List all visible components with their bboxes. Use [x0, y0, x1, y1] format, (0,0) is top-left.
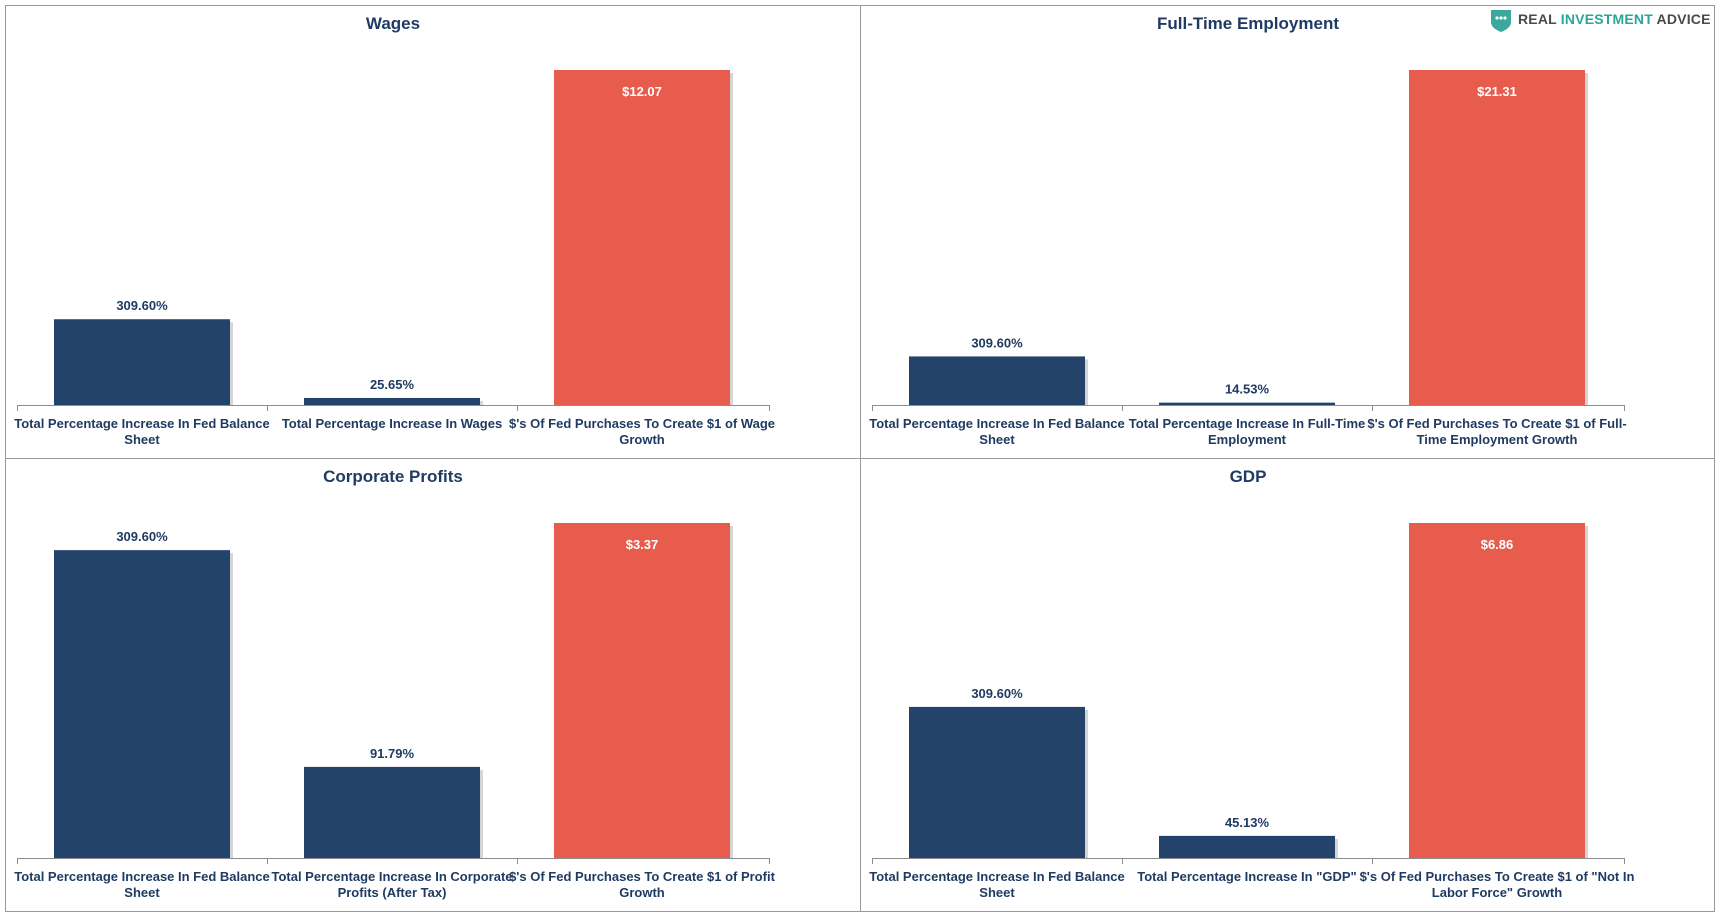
- data-label: $21.31: [1477, 84, 1517, 99]
- data-label: 91.79%: [370, 746, 415, 761]
- data-label: $12.07: [622, 84, 662, 99]
- data-label: 14.53%: [1225, 382, 1270, 397]
- category-label: Time Employment Growth: [1417, 432, 1578, 447]
- wages-svg: Wages 309.60% Total Percentage Increase In…: [14, 14, 775, 447]
- category-label: Labor Force" Growth: [1432, 885, 1562, 900]
- panel-divider-horizontal: [5, 458, 1715, 459]
- bar-ratio: [554, 70, 730, 405]
- category-label: Total Percentage Increase In Fed Balance: [869, 869, 1125, 884]
- category-label: Total Percentage Increase In Fed Balance: [14, 869, 270, 884]
- shield-chat-icon: [1491, 10, 1511, 32]
- chart-title: Full-Time Employment: [1157, 14, 1339, 33]
- bar-percent: [54, 319, 230, 405]
- bar-percent: [1159, 402, 1335, 405]
- data-label: $3.37: [626, 537, 659, 552]
- bar-percent: [54, 550, 230, 858]
- corporate-profits-svg: Corporate Profits 309.60% Total Percentage…: [14, 467, 775, 900]
- category-label: Total Percentage Increase In Wages: [282, 416, 502, 431]
- full-time-employment-svg: Full-Time Employment 309.60% Total Percent…: [869, 14, 1626, 447]
- chart-title: GDP: [1230, 467, 1267, 486]
- category-label: $'s Of Fed Purchases To Create $1 of Ful…: [1367, 416, 1626, 431]
- category-label: $'s Of Fed Purchases To Create $1 of Pro…: [509, 869, 775, 884]
- category-label: Total Percentage Increase In Corporate: [271, 869, 512, 884]
- bar-percent: [1159, 835, 1335, 858]
- full-time-employment-chart: Full-Time Employment 309.60% Total Percent…: [862, 7, 1712, 457]
- category-label: Sheet: [979, 885, 1015, 900]
- category-label: Profits (After Tax): [338, 885, 447, 900]
- category-label: Sheet: [124, 432, 160, 447]
- real-investment-advice-logo: REAL INVESTMENT ADVICE: [1488, 6, 1718, 34]
- category-label: Sheet: [979, 432, 1015, 447]
- category-label: Total Percentage Increase In Full-Time: [1129, 416, 1365, 431]
- category-label: Sheet: [124, 885, 160, 900]
- bar-percent: [909, 706, 1085, 858]
- category-label: $'s Of Fed Purchases To Create $1 of Wag…: [509, 416, 775, 431]
- data-label: 309.60%: [971, 686, 1023, 701]
- category-label: Growth: [619, 885, 665, 900]
- logo-wordmark: REAL INVESTMENT ADVICE: [1518, 11, 1711, 27]
- gdp-chart: GDP 309.60% Total Percentage Increase In F…: [862, 460, 1712, 910]
- category-label: $'s Of Fed Purchases To Create $1 of "No…: [1360, 869, 1635, 884]
- bar-ratio: [554, 523, 730, 858]
- bar-percent: [909, 356, 1085, 405]
- category-label: Total Percentage Increase In Fed Balance: [14, 416, 270, 431]
- corporate-profits-chart: Corporate Profits 309.60% Total Percentage…: [7, 460, 857, 910]
- data-label: $6.86: [1481, 537, 1514, 552]
- bar-percent: [304, 397, 480, 405]
- data-label: 45.13%: [1225, 815, 1270, 830]
- bar-ratio: [1409, 523, 1585, 858]
- chart-title: Wages: [366, 14, 420, 33]
- wages-chart: Wages 309.60% Total Percentage Increase In…: [7, 7, 857, 457]
- category-label: Employment: [1208, 432, 1287, 447]
- data-label: 25.65%: [370, 377, 415, 392]
- data-label: 309.60%: [971, 335, 1023, 350]
- category-label: Total Percentage Increase In "GDP": [1137, 869, 1356, 884]
- bar-ratio: [1409, 70, 1585, 405]
- gdp-svg: GDP 309.60% Total Percentage Increase In F…: [869, 467, 1635, 900]
- category-label: Total Percentage Increase In Fed Balance: [869, 416, 1125, 431]
- bar-percent: [304, 766, 480, 858]
- category-label: Growth: [619, 432, 665, 447]
- data-label: 309.60%: [116, 298, 168, 313]
- chart-title: Corporate Profits: [323, 467, 463, 486]
- data-label: 309.60%: [116, 529, 168, 544]
